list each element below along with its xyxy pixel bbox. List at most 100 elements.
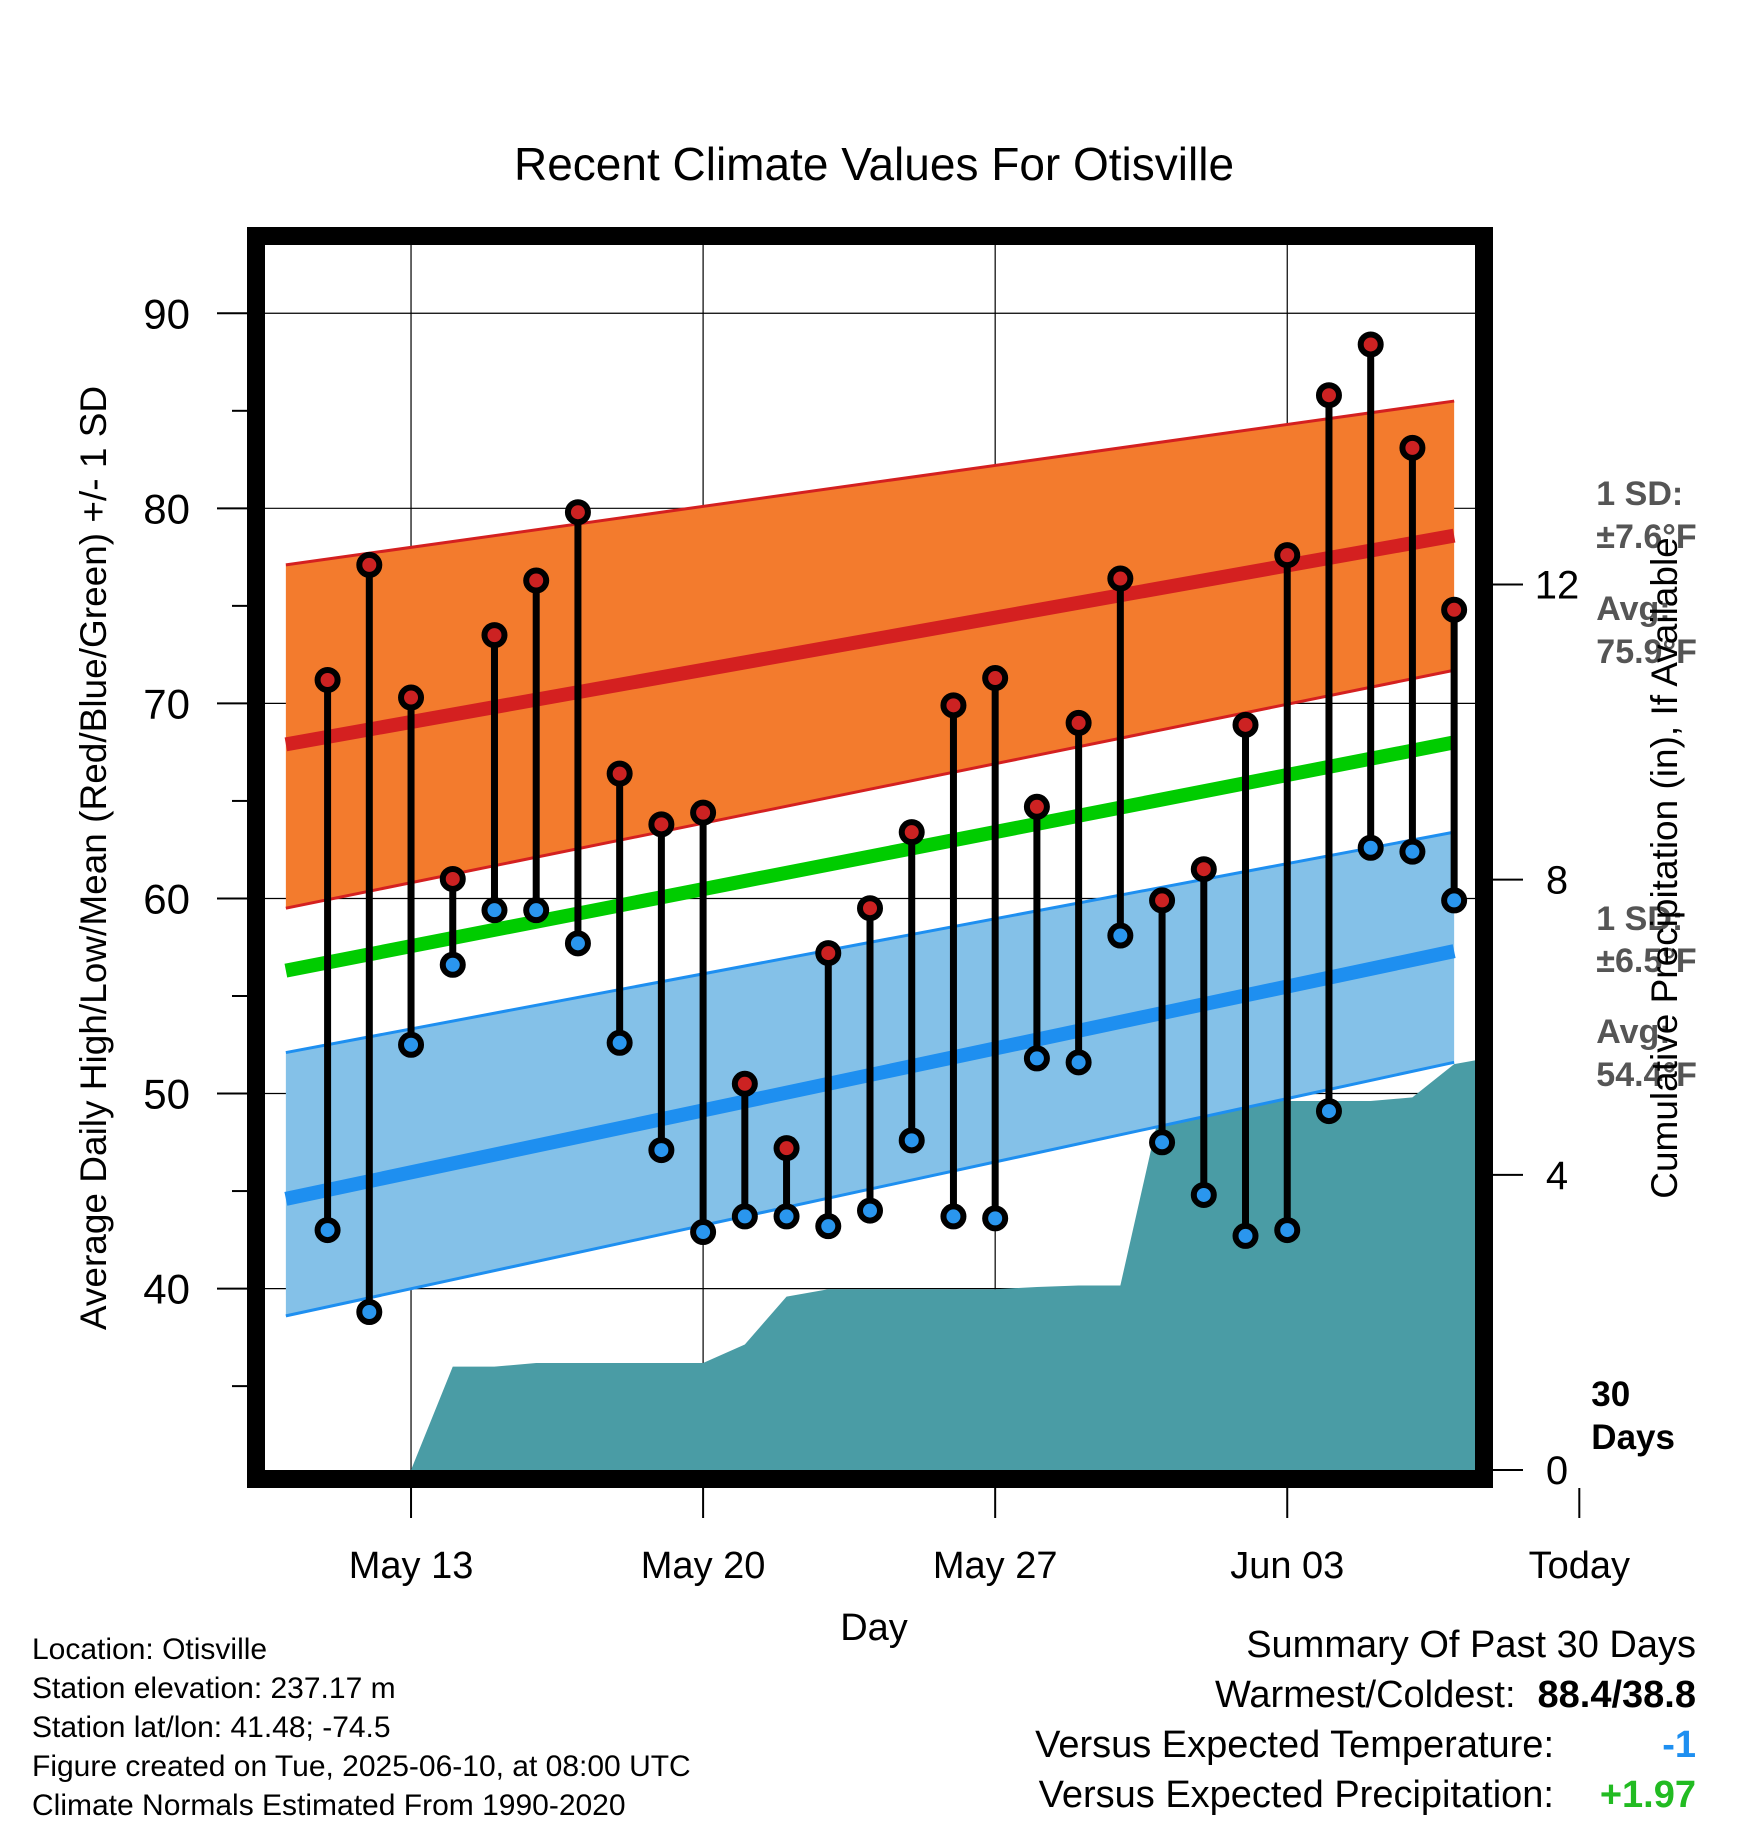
temp-value: -1	[1662, 1724, 1696, 1766]
daily-low-point	[815, 1213, 842, 1240]
high-sd-label: 1 SD:	[1596, 475, 1683, 513]
y2-tick-label: 4	[1546, 1154, 1568, 1198]
x-tick-label: Today	[1529, 1545, 1630, 1587]
chart-title: Recent Climate Values For Otisville	[514, 138, 1234, 190]
station-info: Location: Otisville Station elevation: 2…	[32, 1630, 691, 1825]
y2-tick-label: 8	[1546, 859, 1568, 903]
daily-low-point	[398, 1031, 425, 1058]
daily-low-point	[940, 1203, 967, 1230]
daily-high-point	[481, 622, 508, 649]
daily-high-point	[690, 799, 717, 826]
today-avg-low-point	[1565, 994, 1593, 1022]
daily-high-point	[1232, 711, 1259, 738]
daily-high-point	[857, 895, 883, 922]
normals-text: Climate Normals Estimated From 1990-2020	[32, 1789, 626, 1822]
daily-low-point	[1274, 1217, 1301, 1244]
x-tick-label: May 20	[641, 1545, 766, 1587]
daily-low-point	[898, 1127, 925, 1154]
low-avg-label: Avg:	[1596, 1013, 1670, 1051]
summary-warmest-row: Warmest/Coldest: 88.4/38.8	[1035, 1670, 1696, 1720]
daily-low-point	[1190, 1181, 1217, 1208]
x-tick-label: May 13	[349, 1545, 474, 1587]
daily-high-point	[439, 865, 466, 892]
daily-high-point	[898, 819, 925, 846]
daily-low-point	[690, 1219, 717, 1246]
daily-high-point	[982, 665, 1009, 692]
daily-high-point	[1357, 331, 1384, 358]
high-avg-label: Avg:	[1596, 590, 1670, 628]
daily-low-point	[523, 897, 550, 924]
daily-high-point	[314, 666, 341, 693]
daily-low-point	[564, 930, 591, 957]
summary-temp-row: Versus Expected Temperature: -1	[1035, 1720, 1696, 1770]
daily-high-point	[1399, 434, 1426, 461]
daily-low-point	[982, 1205, 1009, 1232]
normal-high-band	[285, 401, 1455, 909]
daily-high-point	[1107, 565, 1134, 592]
daily-high-point	[523, 567, 550, 594]
precipitation-area	[411, 1060, 1475, 1470]
elevation-text: Station elevation: 237.17 m	[32, 1672, 396, 1705]
normal-high-upper-edge	[285, 399, 1455, 567]
daily-high-point	[1065, 709, 1092, 736]
daily-low-point	[1149, 1129, 1176, 1156]
daily-low-point	[606, 1029, 633, 1056]
normal-high-lower-edge	[285, 668, 1455, 910]
high-avg-value: 75.9°F	[1596, 633, 1697, 671]
latlon-text: Station lat/lon: 41.48; -74.5	[32, 1711, 391, 1744]
daily-high-point	[1190, 856, 1217, 883]
normal-high-mean-line	[284, 528, 1456, 752]
y-tick-label: 50	[143, 1071, 190, 1118]
daily-high-point	[773, 1135, 800, 1162]
y-tick-label: 90	[143, 290, 190, 337]
daily-low-point	[356, 1298, 383, 1325]
y-tick-label: 40	[143, 1266, 190, 1313]
daily-high-point	[731, 1070, 758, 1097]
y-tick-label: 60	[143, 875, 190, 922]
low-sd-label: 1 SD:	[1596, 900, 1683, 938]
daily-high-point	[1315, 382, 1342, 409]
y2-tick-label: 12	[1535, 563, 1580, 607]
daily-low-point	[1107, 922, 1134, 949]
daily-low-point	[314, 1217, 341, 1244]
y-tick-label: 70	[143, 680, 190, 727]
daily-low-point	[731, 1203, 758, 1230]
summary-precip-row: Versus Expected Precipitation: +1.97	[1035, 1770, 1696, 1820]
high-sd-value: ±7.6°F	[1596, 518, 1696, 556]
daily-low-point	[439, 951, 466, 978]
daily-low-point	[1065, 1049, 1092, 1076]
daily-high-point	[356, 551, 383, 578]
daily-low-point	[857, 1197, 883, 1224]
daily-high-point	[606, 760, 633, 787]
y2-tick-label: 0	[1546, 1449, 1568, 1493]
y-tick-label: 80	[143, 485, 190, 532]
x-tick-label: Jun 03	[1230, 1545, 1344, 1587]
daily-low-point	[1315, 1098, 1342, 1125]
summary-title: Summary Of Past 30 Days	[1246, 1624, 1696, 1666]
temp-label: Versus Expected Temperature:	[1035, 1724, 1554, 1766]
days-word-label: Days	[1591, 1418, 1675, 1457]
daily-high-point	[1274, 542, 1301, 569]
daily-low-point	[1528, 943, 1548, 963]
daily-high-point	[1441, 596, 1468, 623]
warmest-value: 88.4/38.8	[1537, 1674, 1696, 1716]
low-avg-value: 54.4°F	[1596, 1056, 1697, 1094]
daily-low-point	[773, 1203, 800, 1230]
y2-axis-label: Cumulative Precipitation (in), If Availa…	[1644, 537, 1685, 1199]
daily-high-point	[1528, 816, 1548, 836]
plot-frame	[247, 227, 1493, 1488]
daily-high-point	[1023, 793, 1050, 820]
days-number-label: 30	[1591, 1375, 1630, 1414]
summary-panel: Summary Of Past 30 Days Warmest/Coldest:…	[1035, 1620, 1696, 1820]
normal-mean-line	[284, 735, 1456, 978]
daily-high-point	[1149, 887, 1176, 914]
daily-low-point	[1357, 834, 1384, 861]
y-axis-label: Average Daily High/Low/Mean (Red/Blue/Gr…	[73, 386, 114, 1330]
created-text: Figure created on Tue, 2025-06-10, at 08…	[32, 1750, 691, 1783]
daily-low-point	[648, 1137, 675, 1164]
x-axis-label: Day	[840, 1607, 908, 1649]
daily-high-point	[648, 811, 675, 838]
daily-low-point	[1232, 1222, 1259, 1249]
precip-value: +1.97	[1599, 1774, 1696, 1816]
